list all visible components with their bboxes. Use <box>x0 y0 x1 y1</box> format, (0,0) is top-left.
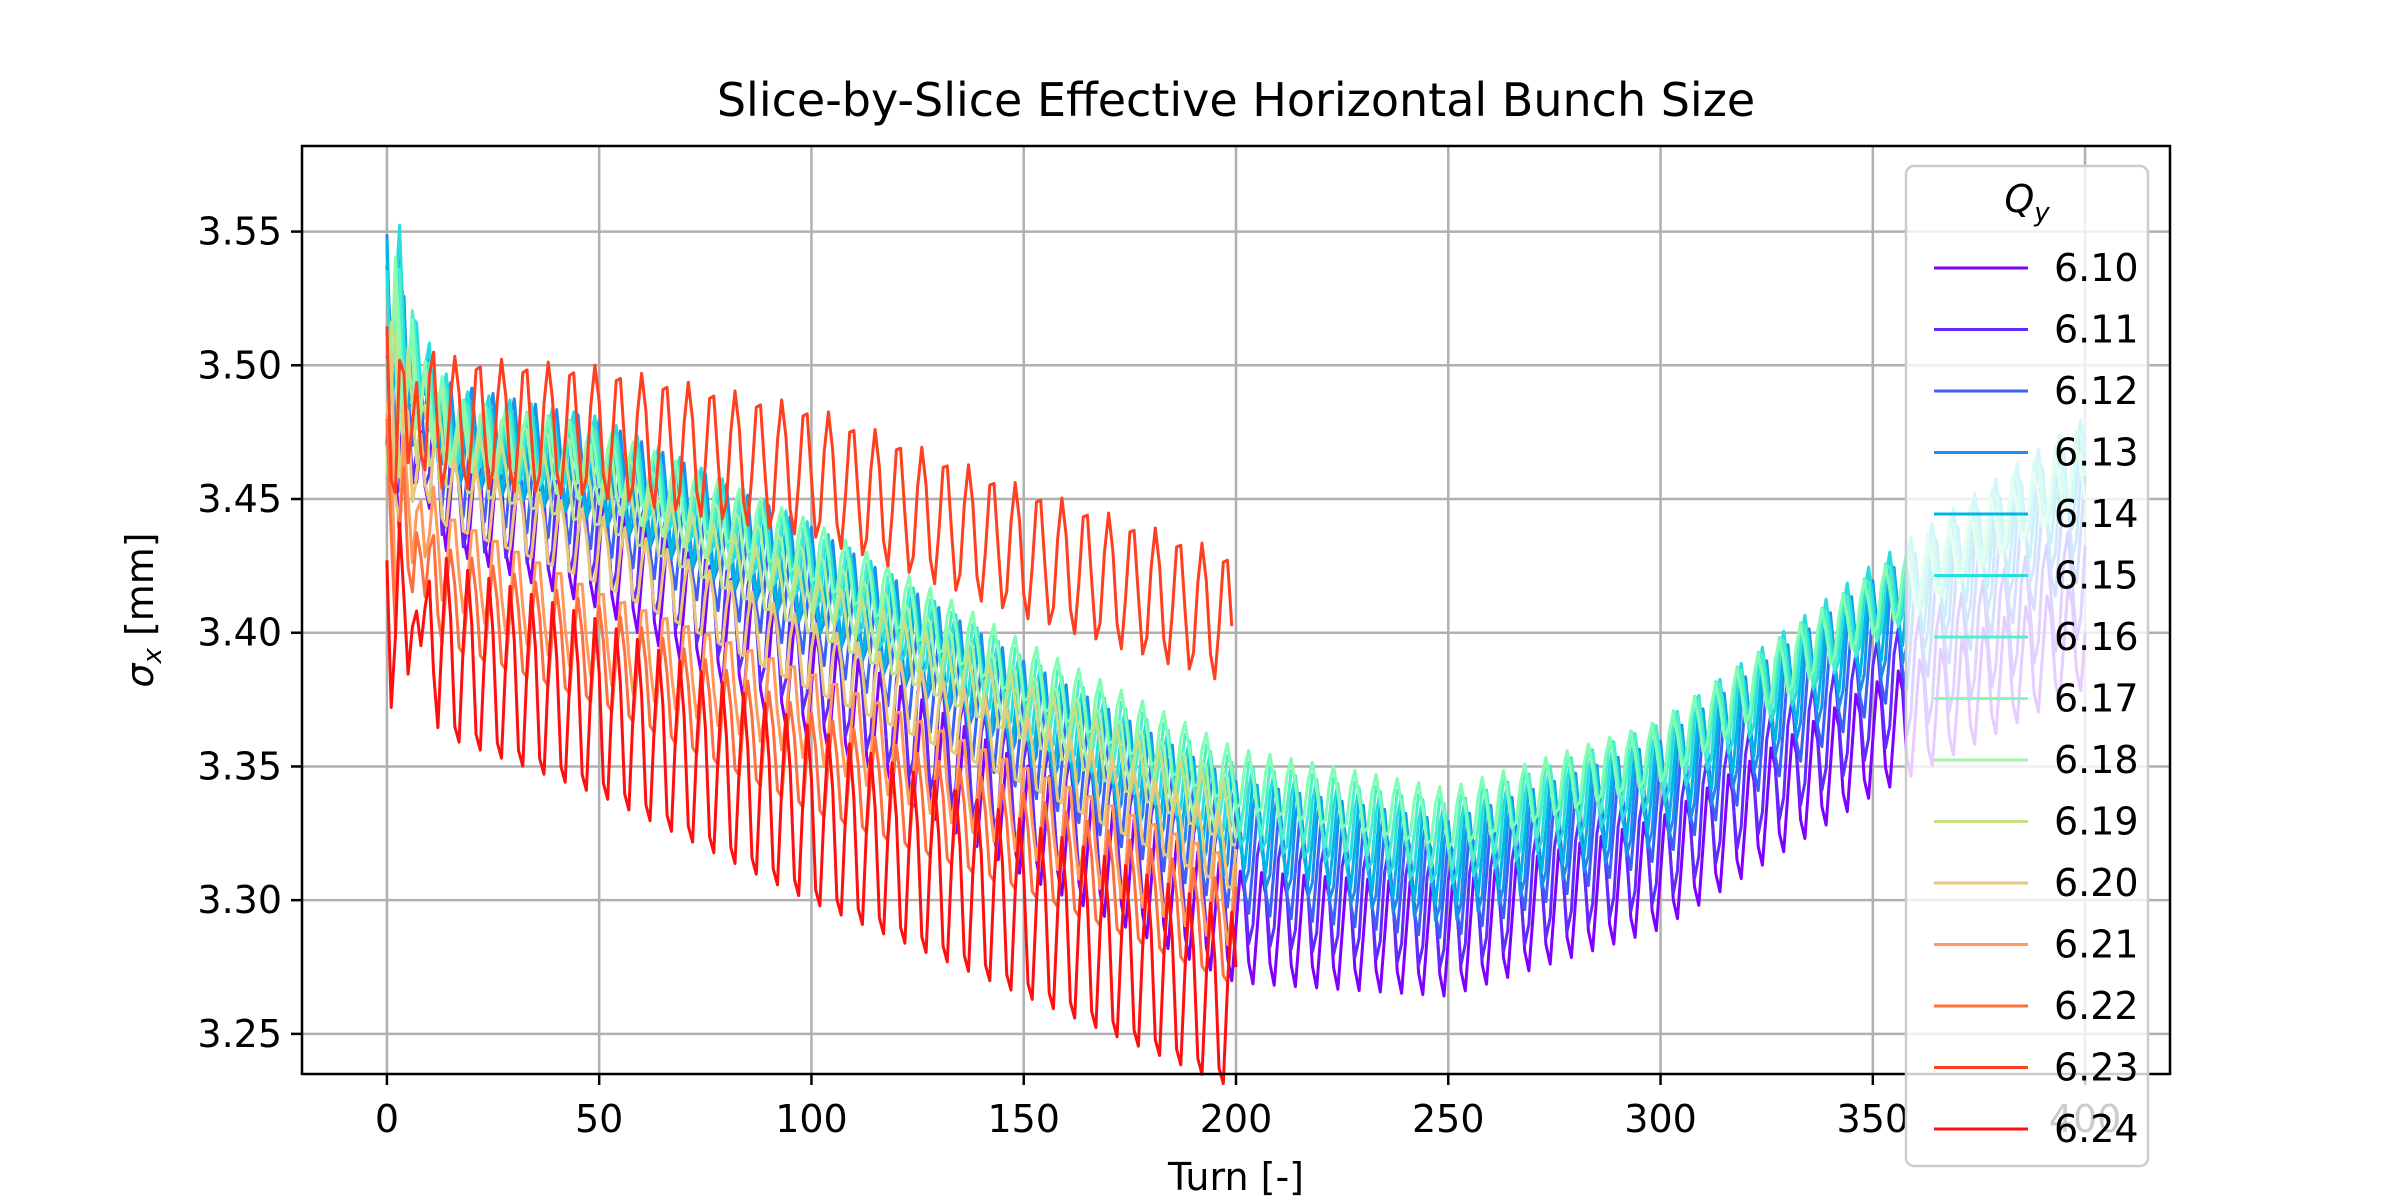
legend-label: 6.24 <box>2054 1107 2139 1151</box>
y-axis-label-main: σ <box>118 662 162 688</box>
x-tick-label: 300 <box>1624 1097 1697 1141</box>
legend-label: 6.10 <box>2054 246 2139 290</box>
legend-label: 6.14 <box>2054 492 2139 536</box>
x-tick-label: 350 <box>1837 1097 1910 1141</box>
legend-items: 6.10 6.11 6.12 6.13 6.14 6.15 6.16 6.17 6.18 6.19… <box>1934 246 2139 1151</box>
y-axis-label: σx [mm] <box>118 532 168 687</box>
legend-label: 6.12 <box>2054 369 2139 413</box>
x-tick-label: 150 <box>987 1097 1060 1141</box>
legend-label: 6.20 <box>2054 861 2139 905</box>
legend-label: 6.13 <box>2054 431 2139 475</box>
series-lines <box>385 223 2087 1086</box>
legend-title-main: Q <box>2004 177 2034 221</box>
legend-label: 6.18 <box>2054 738 2139 782</box>
y-tick-label: 3.35 <box>197 744 282 788</box>
legend-label: 6.15 <box>2054 554 2139 598</box>
series-line-6-20 <box>385 352 1238 890</box>
y-axis-label-unit: [mm] <box>118 532 162 648</box>
x-tick-label: 200 <box>1200 1097 1273 1141</box>
legend-title-sub: y <box>2033 198 2050 228</box>
legend-label: 6.22 <box>2054 984 2139 1028</box>
legend-label: 6.21 <box>2054 923 2139 967</box>
x-tick-label: 250 <box>1412 1097 1485 1141</box>
legend-label: 6.11 <box>2054 308 2139 352</box>
series-line-6-19 <box>385 320 1237 847</box>
x-tick-label: 100 <box>775 1097 848 1141</box>
legend: Qy 6.106.116.126.136.146.156.166.176.186… <box>1904 164 2150 1168</box>
y-tick-label: 3.30 <box>197 878 282 922</box>
y-axis-label-sub: x <box>138 648 168 665</box>
x-tick-label: 50 <box>575 1097 623 1141</box>
x-axis-label: Turn [-] <box>1167 1155 1304 1199</box>
y-tick-label: 3.45 <box>197 477 282 521</box>
legend-label: 6.19 <box>2054 800 2139 844</box>
y-tick-label: 3.50 <box>197 343 282 387</box>
x-tick-label: 0 <box>375 1097 399 1141</box>
legend-label: 6.17 <box>2054 677 2139 721</box>
legend-box <box>1904 164 2150 1168</box>
y-tick-label: 3.40 <box>197 611 282 655</box>
chart-title: Slice-by-Slice Effective Horizontal Bunc… <box>717 73 1755 127</box>
legend-title: Qy <box>2004 177 2050 228</box>
legend-label: 6.23 <box>2054 1046 2139 1090</box>
y-tick-label: 3.25 <box>197 1012 282 1056</box>
y-tick-label: 3.55 <box>197 210 282 254</box>
series-line-6-24 <box>385 521 1238 1086</box>
series-line-6-23 <box>385 326 1234 681</box>
legend-label: 6.16 <box>2054 615 2139 659</box>
y-axis: 3.25 3.30 3.35 3.40 3.45 3.50 3.55 <box>197 210 302 1056</box>
